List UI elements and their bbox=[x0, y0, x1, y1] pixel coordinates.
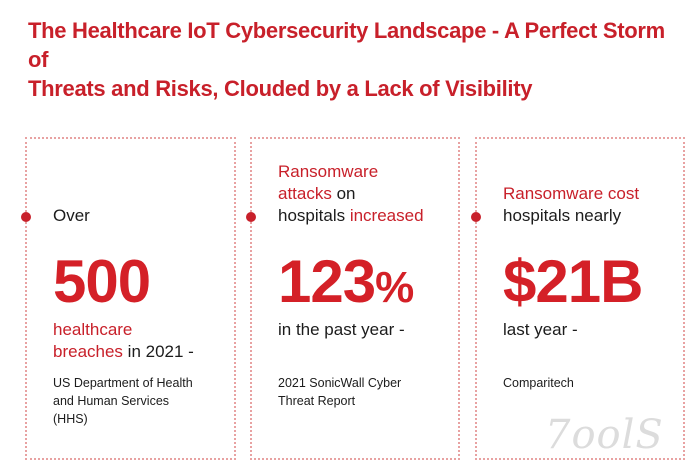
source-line: Threat Report bbox=[278, 394, 356, 408]
card-source: US Department of Health and Human Servic… bbox=[53, 374, 193, 428]
card-lead: Ransomware attacks on hospitals increase… bbox=[278, 161, 424, 227]
card-source: 2021 SonicWall Cyber Threat Report bbox=[278, 374, 401, 410]
stat-card-breaches: Over 500 healthcare breaches in 2021 - U… bbox=[21, 137, 236, 460]
title-line-2: Threats and Risks, Clouded by a Lack of … bbox=[28, 76, 533, 101]
card-description: last year - bbox=[503, 320, 578, 339]
title-line-1: The Healthcare IoT Cybersecurity Landsca… bbox=[28, 18, 665, 72]
highlight-text: Ransomware bbox=[278, 162, 379, 181]
stat-value: 500 bbox=[53, 248, 151, 315]
plain-text: on bbox=[331, 184, 356, 203]
stat-card-ransomware-cost: Ransomware cost hospitals nearly $21B la… bbox=[471, 137, 685, 460]
plain-text: hospitals nearly bbox=[503, 206, 622, 225]
source-line: and Human Services bbox=[53, 394, 170, 408]
highlight-text: Ransomware cost bbox=[503, 184, 640, 203]
bullet-dot bbox=[471, 212, 481, 222]
source-line: US Department of Health bbox=[53, 376, 193, 390]
highlight-text: healthcare bbox=[53, 320, 133, 339]
card-lead: Over bbox=[53, 206, 90, 225]
highlight-text: increased bbox=[349, 206, 424, 225]
plain-text: in 2021 - bbox=[122, 342, 194, 361]
stat-card-ransomware-attacks: Ransomware attacks on hospitals increase… bbox=[246, 137, 460, 460]
bullet-dot bbox=[246, 212, 256, 222]
source-line: (HHS) bbox=[53, 412, 88, 426]
page-title: The Healthcare IoT Cybersecurity Landsca… bbox=[28, 16, 688, 103]
card-description: in the past year - bbox=[278, 320, 405, 339]
source-line: Comparitech bbox=[503, 376, 574, 390]
card-description: healthcare breaches in 2021 - bbox=[53, 319, 194, 363]
stat-value: $21B bbox=[503, 248, 643, 315]
card-lead: Ransomware cost hospitals nearly bbox=[503, 183, 639, 227]
highlight-text: attacks bbox=[278, 184, 332, 203]
bullet-dot bbox=[21, 212, 31, 222]
source-line: 2021 SonicWall Cyber bbox=[278, 376, 402, 390]
watermark-logo: 7oolS bbox=[545, 412, 664, 458]
stat-value: 123% bbox=[278, 252, 414, 318]
stat-percent: % bbox=[375, 263, 415, 312]
highlight-text: breaches bbox=[53, 342, 123, 361]
stat-number: 123 bbox=[278, 248, 376, 315]
card-source: Comparitech bbox=[503, 374, 574, 392]
plain-text: hospitals bbox=[278, 206, 350, 225]
